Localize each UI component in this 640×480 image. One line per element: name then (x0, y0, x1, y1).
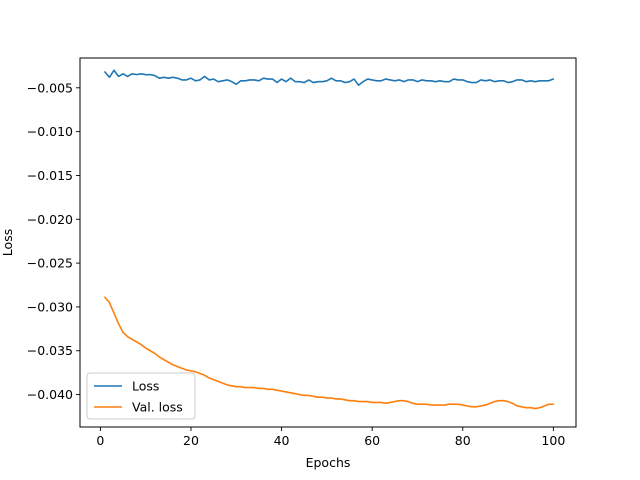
y-tick-label: −0.040 (27, 387, 73, 402)
y-tick-label: −0.030 (27, 299, 73, 314)
x-tick-label: 80 (455, 433, 471, 448)
y-tick-label: −0.015 (27, 168, 73, 183)
x-tick-label: 100 (541, 433, 565, 448)
x-tick-label: 40 (274, 433, 290, 448)
x-tick-label: 20 (183, 433, 199, 448)
x-axis-label: Epochs (306, 455, 351, 470)
y-tick-label: −0.005 (27, 80, 73, 95)
x-tick-label: 60 (364, 433, 380, 448)
legend-label: Val. loss (132, 400, 183, 415)
y-tick-label: −0.020 (27, 212, 73, 227)
x-tick-label: 0 (96, 433, 104, 448)
series-line-1 (104, 296, 555, 410)
series-line-0 (104, 69, 555, 86)
plot-frame (79, 57, 577, 428)
legend: Loss Val. loss (86, 372, 196, 420)
series-layer (104, 69, 555, 410)
y-tick-label: −0.010 (27, 124, 73, 139)
legend-label: Loss (132, 379, 159, 394)
y-tick-label: −0.025 (27, 256, 73, 271)
y-axis-label: Loss (0, 229, 15, 256)
y-tick-label: −0.035 (27, 343, 73, 358)
ticks-layer: 0 20 40 60 80 100 −0.005 −0.010 −0.015 −0.020 −0.0… (27, 80, 566, 448)
